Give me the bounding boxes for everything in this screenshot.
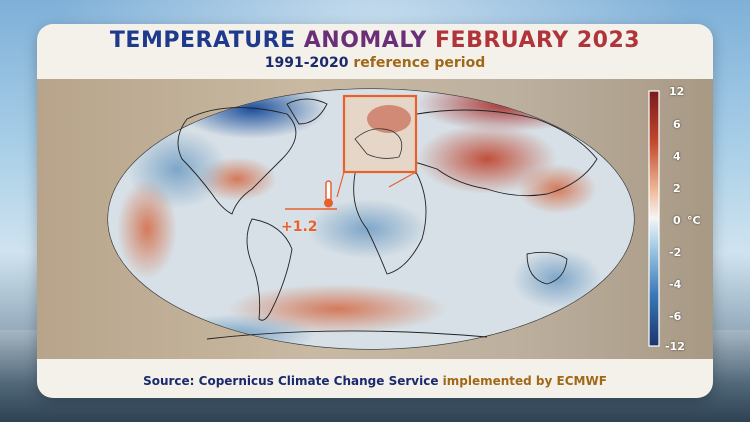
north-america-outline: [177, 107, 297, 215]
colorbar-tick-minus6: -6: [669, 310, 682, 323]
greenland-outline: [286, 98, 328, 125]
source-implementer: implemented by ECMWF: [442, 374, 607, 388]
colorbar-unit: °C: [687, 214, 701, 227]
colorbar: [648, 90, 660, 347]
colorbar-tick-minus12: -12: [665, 340, 685, 353]
subtitle-text: reference period: [353, 55, 486, 71]
info-card: TEMPERATURE ANOMALY FEBRUARY 2023 1991-2…: [37, 24, 713, 398]
title-part-anomaly: ANOMALY: [303, 28, 436, 53]
europe-anomaly-value: +1.2: [281, 219, 318, 235]
subtitle-years: 1991-2020: [264, 55, 354, 71]
thermometer-icon: [324, 180, 333, 208]
south-america-outline: [246, 218, 293, 321]
source-caption: Source: Copernicus Climate Change Servic…: [37, 374, 713, 388]
colorbar-tick-4: 4: [673, 150, 681, 163]
subtitle: 1991-2020 reference period: [37, 55, 713, 71]
title-part-date: FEBRUARY 2023: [435, 28, 641, 53]
antarctica-outline: [206, 330, 488, 340]
title-part-temperature: TEMPERATURE: [109, 28, 304, 53]
world-anomaly-map: [107, 88, 660, 350]
map-panel: +1.2 12 6 4 2 0 °C -2 -4 -6 -12: [37, 79, 713, 359]
colorbar-tick-2: 2: [673, 182, 681, 195]
page-title: TEMPERATURE ANOMALY FEBRUARY 2023: [37, 28, 713, 53]
colorbar-tick-0: 0: [673, 214, 681, 227]
colorbar-tick-minus4: -4: [669, 278, 682, 291]
colorbar-tick-minus2: -2: [669, 246, 682, 259]
europe-inset: [336, 94, 418, 198]
source-text: Source: Copernicus Climate Change Servic…: [143, 374, 443, 388]
colorbar-tick-6: 6: [673, 118, 681, 131]
colorbar-tick-12: 12: [669, 85, 685, 98]
australia-outline: [526, 251, 568, 285]
